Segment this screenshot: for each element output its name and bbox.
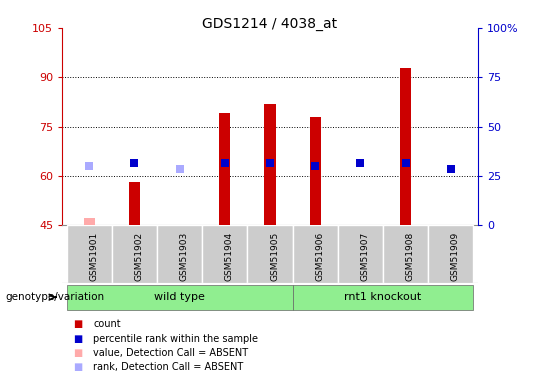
Bar: [157, 225, 202, 283]
Bar: [176, 165, 184, 173]
Text: wild type: wild type: [154, 292, 205, 302]
Text: GSM51908: GSM51908: [406, 232, 415, 281]
Bar: [84, 218, 95, 225]
Text: genotype/variation: genotype/variation: [5, 292, 105, 302]
Bar: [265, 104, 275, 225]
Bar: [311, 162, 319, 170]
Bar: [266, 159, 274, 166]
Bar: [219, 113, 231, 225]
Text: ■: ■: [73, 362, 82, 372]
Bar: [247, 225, 293, 283]
Text: GSM51907: GSM51907: [360, 232, 369, 281]
Bar: [129, 182, 140, 225]
Bar: [130, 159, 138, 166]
Text: GSM51906: GSM51906: [315, 232, 324, 281]
Text: rnt1 knockout: rnt1 knockout: [345, 292, 422, 302]
Bar: [356, 159, 365, 166]
Bar: [66, 225, 112, 283]
Text: ■: ■: [73, 348, 82, 358]
Bar: [428, 225, 474, 283]
Bar: [447, 165, 455, 173]
Bar: [309, 117, 321, 225]
Bar: [293, 285, 474, 310]
Text: value, Detection Call = ABSENT: value, Detection Call = ABSENT: [93, 348, 248, 358]
Bar: [85, 162, 93, 170]
Text: percentile rank within the sample: percentile rank within the sample: [93, 334, 259, 344]
Bar: [293, 225, 338, 283]
Bar: [66, 285, 293, 310]
Bar: [202, 225, 247, 283]
Text: GSM51902: GSM51902: [134, 232, 144, 281]
Bar: [112, 225, 157, 283]
Text: ■: ■: [73, 334, 82, 344]
Text: GSM51901: GSM51901: [89, 232, 98, 281]
Text: ■: ■: [73, 320, 82, 329]
Bar: [383, 225, 428, 283]
Text: GSM51909: GSM51909: [451, 232, 460, 281]
Text: GSM51903: GSM51903: [180, 232, 188, 281]
Text: count: count: [93, 320, 121, 329]
Text: GSM51905: GSM51905: [270, 232, 279, 281]
Bar: [400, 68, 411, 225]
Text: GSM51904: GSM51904: [225, 232, 234, 281]
Bar: [221, 159, 229, 166]
Text: rank, Detection Call = ABSENT: rank, Detection Call = ABSENT: [93, 362, 244, 372]
Text: GDS1214 / 4038_at: GDS1214 / 4038_at: [202, 17, 338, 31]
Bar: [402, 159, 410, 166]
Bar: [338, 225, 383, 283]
